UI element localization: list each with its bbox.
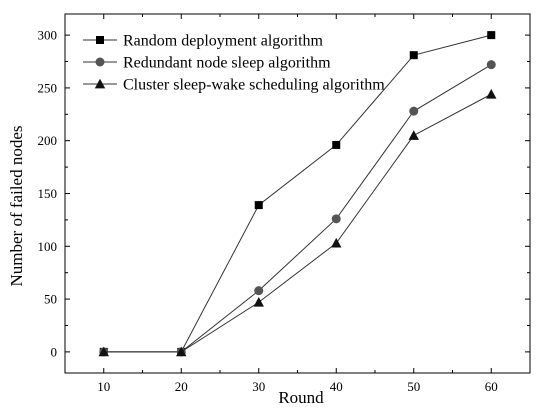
legend-marker-triangle <box>94 78 106 89</box>
x-tick-label: 60 <box>485 379 498 394</box>
series-line-triangle <box>103 93 492 353</box>
x-tick-label: 50 <box>407 379 420 394</box>
y-tick-label: 250 <box>38 80 58 95</box>
data-point-square <box>409 51 418 60</box>
legend-marker-circle <box>95 57 105 67</box>
y-tick-label: 200 <box>38 133 58 148</box>
data-point-triangle <box>98 346 109 357</box>
x-tick-label: 40 <box>330 379 343 394</box>
data-point-square <box>254 201 263 210</box>
data-point-circle <box>409 106 419 116</box>
x-tick-label: 10 <box>97 379 110 394</box>
legend: Random deployment algorithm Redundant nod… <box>83 33 385 94</box>
y-axis-label: Number of failed nodes <box>7 126 26 287</box>
x-tick-label: 30 <box>252 379 265 394</box>
data-point-triangle <box>331 237 342 248</box>
legend-label: Random deployment algorithm <box>123 33 324 50</box>
legend-marker-square <box>96 36 104 44</box>
x-tick-label: 20 <box>175 379 188 394</box>
legend-item-circle: Redundant node sleep algorithm <box>83 55 331 72</box>
series-layer <box>98 31 497 357</box>
legend-item-square: Random deployment algorithm <box>83 33 324 50</box>
data-point-circle <box>486 60 496 70</box>
legend-item-triangle: Cluster sleep-wake scheduling algorithm <box>83 77 385 94</box>
series-circle <box>99 60 496 357</box>
y-tick-label: 100 <box>38 239 58 254</box>
y-tick-label: 300 <box>38 28 58 43</box>
series-line-circle <box>103 64 492 353</box>
y-tick-label: 150 <box>38 186 58 201</box>
data-point-triangle <box>408 130 419 140</box>
data-point-circle <box>331 214 341 224</box>
data-point-triangle <box>486 89 497 99</box>
legend-label: Cluster sleep-wake scheduling algorithm <box>123 77 385 94</box>
data-point-triangle <box>253 297 264 307</box>
data-point-triangle <box>176 346 187 357</box>
axes-layer: 10 20 30 40 50 60 0 50 100 150 200 250 300 <box>38 13 531 394</box>
x-axis-label: Round <box>278 388 324 407</box>
data-point-circle <box>254 286 264 296</box>
legend-label: Redundant node sleep algorithm <box>123 55 331 72</box>
data-point-square <box>332 140 341 149</box>
y-tick-label: 50 <box>44 292 57 307</box>
y-tick-label: 0 <box>51 344 58 359</box>
data-point-square <box>487 31 496 40</box>
series-triangle <box>98 89 497 357</box>
